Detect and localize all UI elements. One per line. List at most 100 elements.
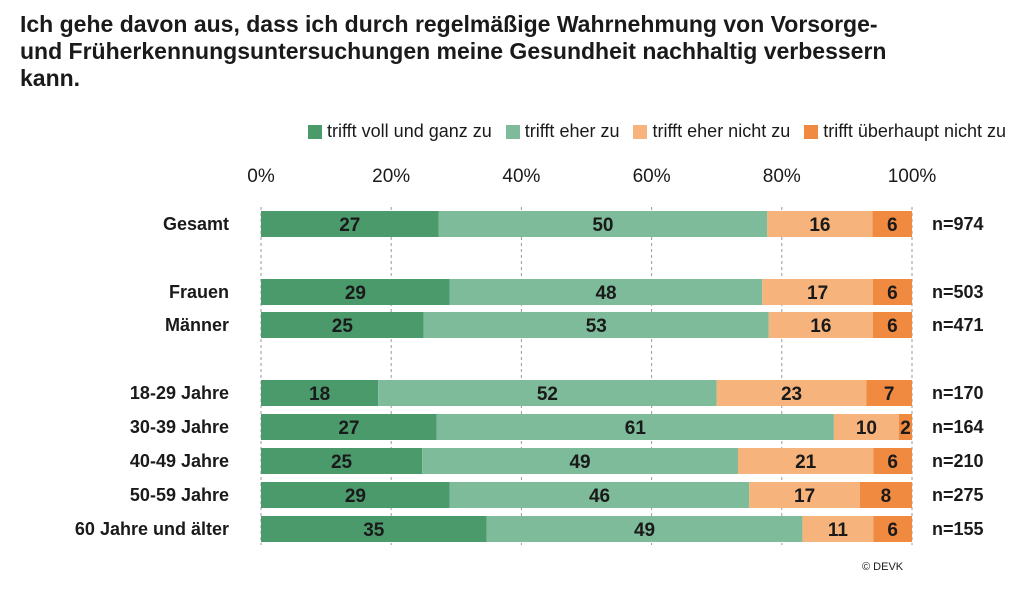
- bar-value-label: 53: [586, 316, 607, 337]
- bar-value-label: 6: [887, 520, 898, 541]
- sample-size-label: n=471: [932, 315, 984, 335]
- legend-swatch: [804, 124, 819, 139]
- x-tick-label: 100%: [888, 166, 937, 187]
- bar-segment: [486, 516, 803, 542]
- bar-value-label: 17: [807, 283, 828, 304]
- bar-segment: [423, 312, 769, 338]
- bar-segment: [872, 279, 912, 305]
- bar-value-label: 21: [795, 452, 817, 473]
- bar-segment: [762, 279, 873, 305]
- category-label: 50-59 Jahre: [130, 485, 229, 505]
- category-label: 18-29 Jahre: [130, 383, 229, 403]
- bar-segment: [261, 312, 424, 338]
- x-tick-label: 0%: [247, 166, 275, 187]
- sample-size-label: n=164: [932, 417, 984, 437]
- bar-segment: [873, 516, 912, 542]
- sample-size-label: n=210: [932, 451, 984, 471]
- bar-segment: [872, 211, 912, 237]
- bar-segment: [833, 414, 899, 440]
- bar-segment: [749, 482, 860, 508]
- legend-label: trifft überhaupt nicht zu: [823, 121, 1006, 141]
- bar-segment: [378, 380, 717, 406]
- bar-value-label: 11: [828, 520, 849, 541]
- copyright-footer: © DEVK: [862, 561, 904, 573]
- bar-value-label: 6: [887, 283, 898, 304]
- x-tick-label: 80%: [763, 166, 801, 187]
- bar-value-label: 27: [338, 418, 359, 439]
- bar-segment: [802, 516, 874, 542]
- bar-value-label: 29: [345, 283, 366, 304]
- bar-value-label: 49: [569, 452, 590, 473]
- bar-value-label: 18: [309, 384, 330, 405]
- bar-value-label: 50: [592, 215, 613, 236]
- bar-segment: [438, 211, 768, 237]
- legend-label: trifft eher nicht zu: [652, 121, 791, 141]
- bar-segment: [436, 414, 834, 440]
- category-label: Frauen: [169, 282, 229, 302]
- bar-segment: [261, 482, 450, 508]
- bar-value-label: 35: [363, 520, 385, 541]
- bar-value-label: 49: [634, 520, 655, 541]
- bar-value-label: 29: [345, 486, 366, 507]
- category-label: 40-49 Jahre: [130, 451, 229, 471]
- bar-segment: [898, 414, 912, 440]
- category-label: 60 Jahre und älter: [75, 519, 229, 539]
- legend-swatch: [505, 124, 520, 139]
- bar-segment: [261, 414, 437, 440]
- legend-item-eher-nicht: trifft eher nicht zu: [633, 121, 790, 142]
- bar-value-label: 27: [339, 215, 360, 236]
- legend-label: trifft eher zu: [524, 121, 620, 141]
- bar-segment: [859, 482, 912, 508]
- category-label: Männer: [165, 315, 229, 335]
- legend-swatch: [633, 124, 648, 139]
- x-tick-label: 40%: [502, 166, 540, 187]
- bar-segment: [261, 448, 423, 474]
- bar-value-label: 8: [881, 486, 892, 507]
- bar-value-label: 52: [537, 384, 558, 405]
- bar-segment: [716, 380, 867, 406]
- sample-size-label: n=503: [932, 282, 984, 302]
- bar-value-label: 25: [331, 452, 353, 473]
- bar-value-label: 7: [884, 384, 895, 405]
- bar-segment: [737, 448, 874, 474]
- legend-item-ueberhaupt-nicht: trifft überhaupt nicht zu: [804, 121, 1006, 142]
- bar-segment: [261, 380, 379, 406]
- bar-segment: [261, 516, 487, 542]
- bar-segment: [422, 448, 738, 474]
- bar-segment: [873, 448, 912, 474]
- title-line-3: kann.: [20, 65, 81, 91]
- sample-size-label: n=170: [932, 383, 984, 403]
- sample-size-label: n=155: [932, 519, 984, 539]
- legend-swatch: [308, 124, 322, 139]
- legend-item-trifft-eher: trifft eher zu: [505, 121, 620, 142]
- bar-value-label: 48: [595, 283, 616, 304]
- bar-value-label: 46: [589, 486, 610, 507]
- bar-value-label: 16: [809, 215, 830, 236]
- bar-value-label: 6: [887, 215, 898, 236]
- bar-segment: [768, 312, 873, 338]
- category-label: Gesamt: [163, 214, 229, 234]
- bar-value-label: 61: [625, 418, 647, 439]
- sample-size-label: n=275: [932, 485, 984, 505]
- bar-value-label: 6: [887, 452, 898, 473]
- bar-value-label: 23: [781, 384, 802, 405]
- x-tick-label: 60%: [633, 166, 671, 187]
- bar-segment: [449, 279, 763, 305]
- bar-segment: [872, 312, 912, 338]
- title-line-1: Ich gehe davon aus, dass ich durch regel…: [20, 11, 878, 37]
- bar-value-label: 6: [887, 316, 898, 337]
- sample-size-label: n=974: [932, 214, 984, 234]
- title-line-2: und Früherkennungsuntersuchungen meine G…: [20, 38, 887, 64]
- bar-value-label: 2: [900, 418, 911, 439]
- bar-value-label: 16: [810, 316, 831, 337]
- category-label: 30-39 Jahre: [130, 417, 229, 437]
- x-tick-label: 20%: [372, 166, 410, 187]
- legend-item-trifft-voll: trifft voll und ganz zu: [308, 121, 492, 142]
- bar-segment: [261, 211, 439, 237]
- bar-value-label: 25: [332, 316, 354, 337]
- legend: trifft voll und ganz zu trifft eher zu t…: [308, 121, 1006, 142]
- legend-label: trifft voll und ganz zu: [327, 121, 492, 141]
- bar-value-label: 17: [794, 486, 815, 507]
- bar-segment: [866, 380, 912, 406]
